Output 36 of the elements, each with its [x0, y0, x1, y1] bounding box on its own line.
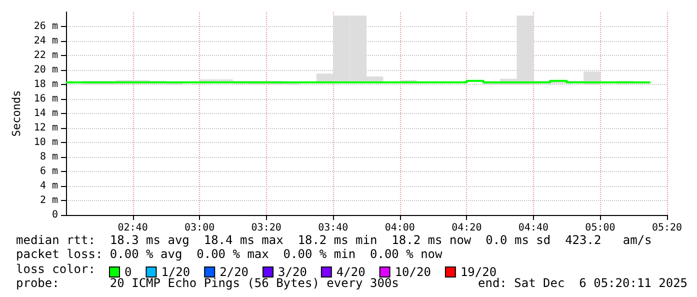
legend-title: loss color:: [16, 262, 96, 276]
legend-label: 4/20: [336, 265, 366, 279]
text: packet loss: 0.00 % avg 0.00 % max 0.00 % min 0.00 % now: [16, 247, 444, 261]
legend-label: 19/20: [460, 265, 497, 279]
x-tick-label: 03:20: [251, 222, 282, 234]
legend-label: 3/20: [278, 265, 307, 279]
x-tick-label: 05:00: [585, 222, 616, 234]
text: median rtt: 18.3 ms avg 18.4 ms max 18.2 ms min 18.2 ms now 0.0 ms sd 423.2 am/s: [16, 233, 652, 247]
x-tick-label: 04:00: [384, 222, 415, 234]
x-tick-label: 04:40: [518, 222, 549, 234]
y-tick-label: 10 m: [34, 137, 58, 148]
y-tick-label: 6 m: [40, 166, 58, 177]
y-tick-label: 20 m: [34, 64, 58, 76]
y-tick-label: 26 m: [34, 21, 58, 32]
y-tick-label: 18 m: [34, 79, 58, 90]
legend-label: 2/20: [220, 265, 249, 279]
x-tick-label: 03:00: [184, 222, 215, 234]
y-tick-label: 4 m: [40, 180, 58, 192]
y-tick-label: 0: [52, 210, 58, 220]
y-tick-label: 12 m: [34, 122, 58, 134]
text: end: Sat Dec 6 05:20:11 2025: [478, 276, 688, 290]
text: probe: 20 ICMP Echo Pings (56 Bytes) every 300s: [16, 276, 399, 290]
y-axis-title: Seconds: [10, 90, 23, 137]
x-tick-label: 05:20: [652, 222, 682, 234]
legend-label: 10/20: [394, 265, 431, 279]
x-tick-label: 04:20: [452, 222, 482, 234]
y-tick-label: 22 m: [34, 50, 58, 61]
x-tick-label: 02:40: [118, 222, 148, 234]
legend-label: 0: [124, 265, 132, 279]
y-tick-label: 2 m: [40, 195, 58, 206]
y-tick-label: 14 m: [34, 108, 58, 119]
y-tick-label: 24 m: [34, 36, 58, 46]
x-tick-label: 03:40: [318, 222, 348, 234]
y-tick-label: 8 m: [40, 152, 58, 162]
y-tick-label: 16 m: [34, 94, 58, 104]
legend-label: 1/20: [161, 265, 190, 279]
